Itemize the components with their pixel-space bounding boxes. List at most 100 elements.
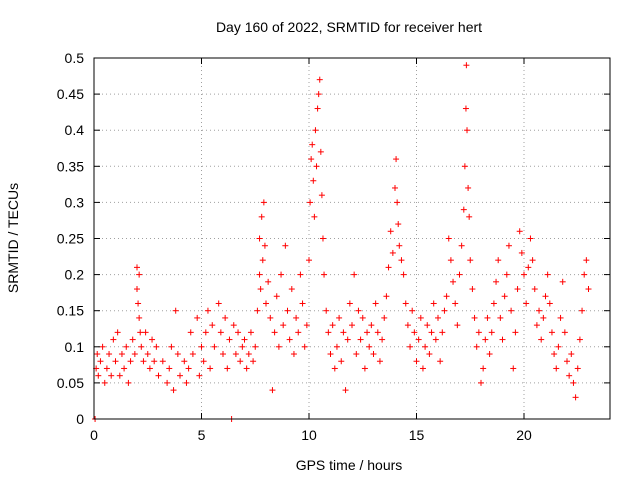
x-tick-label: 20 [516,427,532,443]
data-point [447,257,454,264]
axis-ticks [93,57,610,420]
data-point [271,329,278,336]
y-tick-label: 0.5 [65,50,85,66]
data-point [224,365,231,372]
data-point [340,329,347,336]
data-point [510,365,517,372]
data-point [540,314,547,321]
data-point [94,351,101,358]
data-point [428,329,435,336]
data-point [366,343,373,350]
data-point [471,314,478,321]
data-point [198,343,205,350]
data-point [95,372,102,379]
data-point [170,387,177,394]
data-point [478,379,484,386]
data-point [112,358,119,365]
data-point [318,192,325,199]
data-point [297,271,304,278]
data-point [325,329,332,336]
data-point [553,365,560,372]
data-point [585,286,592,293]
data-point [538,336,545,343]
data-point [368,322,375,329]
x-axis-label: GPS time / hours [296,457,403,473]
data-point [561,329,568,336]
data-point [443,293,450,300]
data-point [209,322,216,329]
x-tick-label: 0 [90,427,98,443]
data-point [475,329,482,336]
data-point [503,271,510,278]
data-point [273,293,280,300]
data-point [544,271,551,278]
data-point [172,307,179,314]
data-point [125,379,132,386]
data-point [499,336,506,343]
data-point [536,307,543,314]
data-point [146,365,153,372]
data-point [432,336,439,343]
data-point [293,314,300,321]
data-point [237,358,244,365]
data-point [245,351,252,358]
data-point [533,322,540,329]
data-point [398,257,405,264]
data-point [486,351,493,358]
data-point [127,358,134,365]
data-point [319,235,326,242]
data-point [490,300,497,307]
data-point [333,343,340,350]
data-point [269,387,276,394]
data-point [217,329,224,336]
data-point [370,351,377,358]
y-tick-label: 0.3 [65,194,85,210]
y-tick-labels: 0 0.05 0.1 0.15 0.2 0.25 0.3 0.35 0.4 0.45 0.5 [57,50,84,427]
data-point [299,300,306,307]
grid-lines [94,58,610,419]
chart-title: Day 160 of 2022, SRMTID for receiver her… [216,19,482,35]
data-point [286,336,293,343]
data-point [396,242,403,249]
data-point [183,379,190,386]
data-point [316,76,323,83]
data-point [404,322,411,329]
data-point [407,343,414,350]
data-point [527,235,534,242]
data-point [361,365,368,372]
data-point [222,314,229,321]
data-point [295,329,302,336]
data-point [364,329,371,336]
data-point [174,351,181,358]
data-point [462,105,469,112]
data-point [250,358,257,365]
data-point [529,257,536,264]
data-point [445,235,452,242]
data-point [131,351,138,358]
data-point [349,322,355,329]
data-point [415,336,422,343]
data-point [484,314,491,321]
data-point [464,127,471,134]
data-point [353,351,360,358]
data-point [177,372,183,379]
data-point [256,271,263,278]
data-point [164,379,171,386]
data-point [116,372,123,379]
data-point [531,286,538,293]
data-point [321,271,328,278]
data-point [409,307,416,314]
data-point [260,199,267,206]
data-point [402,300,409,307]
data-point [284,307,291,314]
data-point [480,365,487,372]
data-point [452,300,459,307]
data-point [331,365,338,372]
y-tick-label: 0.1 [65,339,85,355]
data-point [456,271,463,278]
data-point [114,329,121,336]
data-point [138,343,145,350]
data-point [303,322,310,329]
data-point [501,293,508,300]
